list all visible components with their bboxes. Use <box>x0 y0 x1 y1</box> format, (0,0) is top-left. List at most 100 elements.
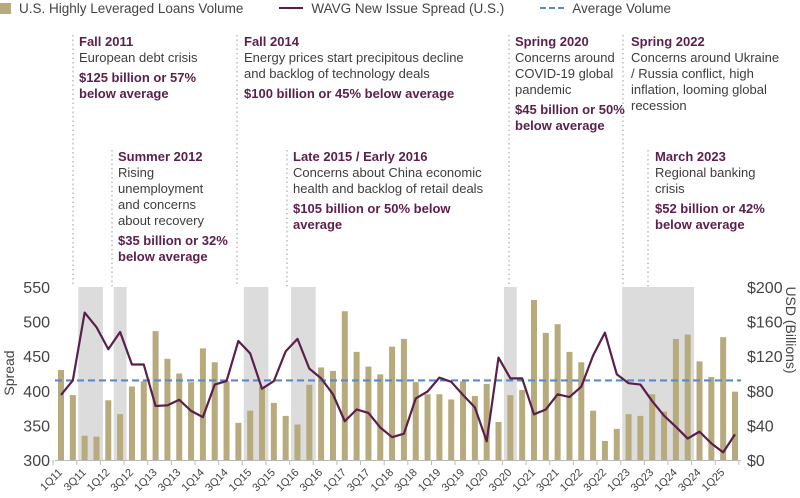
legend-swatch-dash <box>540 7 565 9</box>
y-right-tick-label: $160 <box>747 315 783 332</box>
bar-2Q25 <box>732 391 738 460</box>
legend-swatch-line <box>279 7 304 9</box>
y-left-tick-label: 350 <box>23 418 50 435</box>
bar-4Q14 <box>235 422 242 460</box>
annotation-value: $100 billion or 45% below average <box>244 86 455 101</box>
y-right-tick-label: $40 <box>747 418 774 435</box>
annotation-title: Spring 2020 <box>515 34 589 49</box>
bar-3Q18 <box>412 382 419 460</box>
bar-4Q13 <box>188 382 195 460</box>
bar-2Q14 <box>211 362 218 460</box>
bar-1Q13 <box>152 331 159 460</box>
annotation: Spring 2022 Concerns around Ukraine / Rus… <box>631 34 781 114</box>
annotation-text: Regional banking crisis <box>655 165 756 196</box>
bar-2Q24 <box>684 334 691 460</box>
bar-1Q20 <box>483 383 490 460</box>
x-tick-label: 3Q15 <box>250 467 278 495</box>
bar-2Q12 <box>117 414 124 460</box>
y-left-axis-title: Spread <box>1 350 17 395</box>
bar-2Q16 <box>306 384 313 460</box>
annotation: March 2023 Regional banking crisis $52 bil… <box>655 149 765 233</box>
bar-1Q25 <box>720 337 727 460</box>
bar-3Q19 <box>460 381 467 460</box>
x-tick-label: 3Q24 <box>676 467 704 495</box>
bar-2Q22 <box>590 410 597 460</box>
x-tick-label: 1Q17 <box>321 467 349 495</box>
annotation-title: Summer 2012 <box>118 149 203 164</box>
annotation-value: $105 billion or 50% below average <box>293 201 451 232</box>
annotation-text: Concerns around COVID-19 global pandemic <box>515 50 615 97</box>
bar-3Q12 <box>128 386 135 460</box>
x-tick-label: 3Q20 <box>487 467 515 495</box>
annotation: Fall 2014 Energy prices start precipitous… <box>244 34 474 102</box>
legend: U.S. Highly Leveraged Loans Volume WAVG … <box>0 0 695 16</box>
annotation-text: Concerns around Ukraine / Russia conflic… <box>631 50 780 113</box>
x-tick-label: 1Q19 <box>416 467 444 495</box>
bar-4Q18 <box>424 394 431 460</box>
bar-3Q11 <box>81 435 88 460</box>
x-tick-label: 1Q25 <box>700 467 728 495</box>
bar-1Q15 <box>247 410 254 460</box>
bar-2Q18 <box>400 338 407 460</box>
bar-1Q19 <box>436 394 443 460</box>
bar-4Q23 <box>661 411 668 460</box>
annotation: Spring 2020 Concerns around COVID-19 glob… <box>515 34 625 134</box>
bar-2Q17 <box>353 351 360 460</box>
x-tick-label: 3Q22 <box>582 467 610 495</box>
bar-4Q12 <box>140 381 147 460</box>
annotation-title: March 2023 <box>655 149 726 164</box>
annotation-title: Late 2015 / Early 2016 <box>293 149 428 164</box>
annotation-title: Fall 2014 <box>244 34 299 49</box>
bar-2Q21 <box>542 332 549 460</box>
bar-1Q24 <box>672 338 679 460</box>
x-tick-label: 1Q23 <box>605 467 633 495</box>
bar-3Q23 <box>649 394 656 460</box>
x-tick-label: 3Q21 <box>534 467 562 495</box>
bar-1Q23 <box>625 414 632 460</box>
x-tick-label: 3Q14 <box>203 467 231 495</box>
bar-4Q17 <box>377 374 384 460</box>
legend-swatch-bar <box>0 2 11 14</box>
spread-line <box>60 311 736 454</box>
y-right-tick-label: $120 <box>747 349 783 366</box>
x-tick-label: 1Q24 <box>652 467 680 495</box>
bar-2Q11 <box>69 395 76 460</box>
bar-4Q16 <box>329 370 336 460</box>
bar-1Q11 <box>58 370 64 460</box>
bar-1Q18 <box>389 346 396 460</box>
shaded-period <box>622 287 695 460</box>
legend-label: Average Volume <box>572 0 672 16</box>
y-right-axis-title: USD (Billions) <box>783 286 799 373</box>
legend-item-volume: U.S. Highly Leveraged Loans Volume <box>0 1 243 16</box>
annotation: Summer 2012 Rising unemployment and conce… <box>118 149 228 265</box>
bar-3Q14 <box>223 381 230 460</box>
shaded-period <box>503 287 517 460</box>
bar-4Q22 <box>613 428 620 460</box>
shaded-period <box>113 287 127 460</box>
bar-4Q24 <box>708 376 715 460</box>
x-tick-label: 3Q12 <box>109 467 137 495</box>
x-tick-label: 1Q16 <box>274 467 302 495</box>
bar-2Q19 <box>448 399 455 460</box>
annotation-value: $45 billion or 50% below average <box>515 102 625 133</box>
bar-2Q23 <box>637 415 644 460</box>
x-tick-label: 3Q17 <box>345 467 373 495</box>
x-tick-label: 1Q13 <box>132 467 160 495</box>
y-left-tick-label: 450 <box>23 349 50 366</box>
x-tick-label: 1Q11 <box>38 467 65 494</box>
x-tick-label: 1Q22 <box>558 467 586 495</box>
annotation-text: Concerns about China economic health and… <box>293 165 484 196</box>
x-tick-label: 3Q13 <box>156 467 184 495</box>
bar-4Q21 <box>566 351 573 460</box>
bar-2Q13 <box>164 358 171 460</box>
bar-1Q12 <box>105 400 112 460</box>
bar-4Q15 <box>282 415 289 460</box>
bar-1Q22 <box>578 362 585 460</box>
bar-4Q11 <box>93 436 100 460</box>
shaded-period <box>78 287 103 460</box>
bar-1Q16 <box>294 424 301 460</box>
legend-item-average: Average Volume <box>540 1 671 16</box>
annotation-value: $125 billion or 57% below average <box>79 70 197 101</box>
bar-1Q17 <box>341 311 348 460</box>
